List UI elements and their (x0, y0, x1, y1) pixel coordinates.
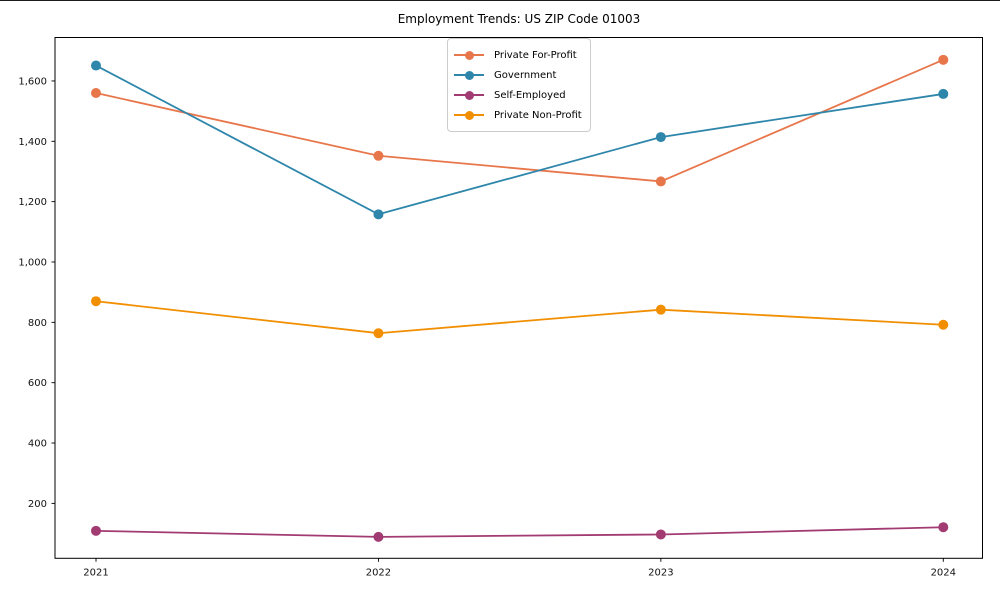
legend-entry-private-non-profit: Private Non-Profit (454, 105, 584, 125)
y-tick-label: 400 (28, 439, 47, 450)
legend-entry-private-for-profit: Private For-Profit (454, 45, 584, 65)
data-point-private-non-profit (91, 296, 101, 307)
data-point-self-employed (938, 522, 949, 533)
x-tick-label: 2021 (83, 567, 108, 578)
data-point-private-for-profit (655, 176, 666, 187)
data-point-self-employed (91, 525, 101, 536)
legend-label: Government (494, 69, 557, 81)
data-point-private-for-profit (91, 88, 101, 99)
data-point-government (938, 88, 949, 99)
y-tick-label: 1,600 (18, 76, 47, 87)
data-point-government (91, 60, 101, 71)
legend-line-marker-icon (454, 90, 484, 101)
y-tick-label: 1,000 (18, 257, 47, 268)
legend-label: Private For-Profit (494, 49, 577, 61)
series-line-private-for-profit (95, 58, 945, 183)
legend-line-marker-icon (454, 50, 484, 61)
screenshot-top-edge (0, 0, 1000, 1)
legend-entry-government: Government (454, 65, 584, 85)
legend-line-marker-icon (454, 110, 484, 121)
series-line-government (95, 64, 945, 216)
legend-line-marker-icon (454, 70, 484, 81)
data-point-self-employed (373, 531, 384, 542)
series-line-self-employed (95, 526, 945, 538)
y-tick-label: 600 (28, 378, 47, 389)
y-tick-label: 800 (28, 318, 47, 329)
data-point-private-non-profit (373, 328, 384, 339)
series-line-private-non-profit (95, 300, 945, 335)
legend: Private For-Profit Government Self-Employe… (447, 38, 591, 132)
legend-label: Private Non-Profit (494, 109, 582, 121)
data-point-private-for-profit (373, 150, 384, 161)
data-point-private-non-profit (655, 304, 666, 315)
plot-border (54, 37, 983, 559)
x-tick-label: 2024 (931, 567, 956, 578)
legend-label: Self-Employed (494, 89, 566, 101)
data-point-self-employed (655, 529, 666, 540)
data-point-government (655, 132, 666, 143)
data-point-private-for-profit (938, 54, 949, 65)
legend-entry-self-employed: Self-Employed (454, 85, 584, 105)
y-tick-label: 1,400 (18, 137, 47, 148)
data-point-government (373, 209, 384, 220)
chart-title: Employment Trends: US ZIP Code 01003 (397, 12, 641, 26)
data-point-private-non-profit (938, 319, 949, 330)
x-tick-label: 2022 (366, 567, 391, 578)
y-tick-label: 1,200 (18, 197, 47, 208)
y-tick-label: 200 (28, 499, 47, 510)
x-tick-label: 2023 (648, 567, 673, 578)
